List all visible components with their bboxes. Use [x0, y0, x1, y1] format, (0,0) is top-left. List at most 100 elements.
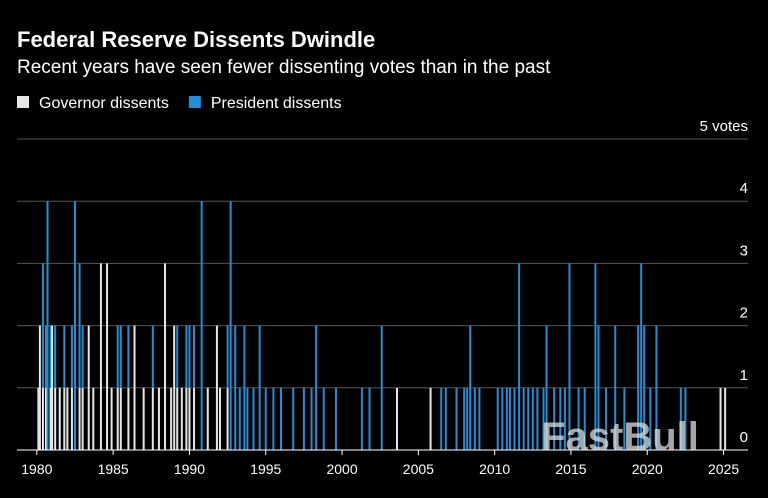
bar: [605, 387, 608, 450]
bar: [536, 387, 539, 450]
bar: [63, 325, 66, 388]
bar: [157, 387, 160, 450]
bar: [106, 263, 109, 450]
bar: [334, 387, 337, 450]
bar: [463, 387, 466, 450]
bar: [368, 387, 371, 450]
bar: [200, 201, 203, 450]
bar: [542, 387, 545, 450]
bar: [649, 387, 652, 450]
bar: [563, 387, 566, 450]
bar: [380, 325, 383, 450]
bar: [49, 325, 52, 388]
bar: [466, 387, 469, 450]
bar: [505, 387, 508, 450]
bar: [37, 387, 40, 450]
bar: [440, 387, 443, 450]
y-tick-label: 0: [740, 429, 748, 446]
bar: [264, 387, 267, 450]
bar: [272, 387, 275, 450]
bar: [110, 387, 113, 450]
bar: [142, 387, 145, 450]
bar: [51, 325, 54, 450]
bar: [531, 387, 534, 450]
bar: [176, 325, 179, 388]
x-axis-ticks: 1980 1985 1990 1995 2000 2005 2010 2015 2020 2025: [21, 450, 739, 477]
bar: [527, 387, 530, 450]
bar: [315, 325, 318, 450]
bar: [280, 387, 283, 450]
bar: [73, 201, 76, 450]
bar: [522, 387, 525, 450]
legend: Governor dissents President dissents: [17, 95, 342, 112]
bar: [92, 387, 95, 450]
bar: [44, 325, 47, 388]
bar: [54, 387, 57, 450]
bar: [151, 387, 154, 450]
x-tick-label: 2025: [708, 461, 739, 477]
legend-label: President dissents: [211, 95, 342, 112]
bar: [218, 387, 221, 450]
bar: [360, 387, 363, 450]
bar: [46, 201, 49, 450]
bar: [119, 325, 122, 388]
y-tick-label: 2: [740, 305, 748, 322]
bar: [252, 387, 255, 450]
chart-subtitle: Recent years have seen fewer dissenting …: [17, 57, 551, 78]
y-tick-label: 1: [740, 367, 748, 384]
bar: [429, 387, 432, 450]
bar: [597, 325, 600, 450]
bar: [49, 387, 52, 450]
x-tick-label: 2015: [555, 461, 586, 477]
bar: [66, 387, 69, 450]
bar: [41, 263, 44, 388]
bar: [229, 201, 232, 450]
bar: [87, 325, 90, 450]
bar: [243, 325, 246, 450]
bar: [545, 325, 548, 450]
bar: [238, 387, 241, 450]
bar: [258, 325, 261, 450]
bar: [637, 325, 640, 450]
legend-swatch: [17, 96, 29, 108]
bar: [116, 387, 119, 450]
bar: [643, 325, 646, 450]
bar: [78, 387, 81, 450]
bar: [185, 387, 188, 450]
bar: [614, 325, 617, 450]
bar: [496, 387, 499, 450]
x-tick-label: 2010: [479, 461, 510, 477]
bars: [37, 201, 727, 450]
bar: [38, 325, 41, 450]
legend-label: Governor dissents: [39, 95, 169, 112]
bar: [444, 387, 447, 450]
bar: [577, 387, 580, 450]
y-tick-label: 5 votes: [700, 118, 748, 135]
bar: [116, 325, 119, 388]
bar: [655, 325, 658, 450]
x-tick-label: 1990: [174, 461, 205, 477]
bar: [501, 387, 504, 450]
bar: [395, 387, 398, 450]
bar: [193, 325, 196, 388]
bar: [469, 325, 472, 450]
x-tick-label: 1995: [250, 461, 281, 477]
bar: [215, 325, 218, 450]
bar: [151, 325, 154, 388]
bar: [41, 387, 44, 450]
x-tick-label: 2020: [632, 461, 663, 477]
bar: [58, 387, 61, 450]
x-tick-label: 1985: [98, 461, 129, 477]
bar: [226, 387, 229, 450]
bar: [568, 263, 571, 450]
x-tick-label: 1980: [21, 461, 52, 477]
bar: [679, 387, 682, 450]
bar: [234, 325, 237, 450]
y-tick-label: 4: [740, 180, 748, 197]
chart-title: Federal Reserve Dissents Dwindle: [17, 27, 375, 52]
watermark: FastBull: [541, 415, 699, 459]
bar: [508, 387, 511, 450]
bar: [594, 263, 597, 450]
bar: [173, 325, 176, 450]
